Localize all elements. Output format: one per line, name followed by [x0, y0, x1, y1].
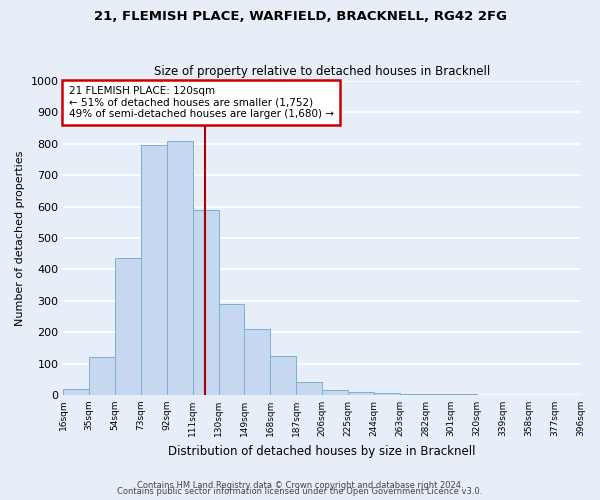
Text: 21 FLEMISH PLACE: 120sqm
← 51% of detached houses are smaller (1,752)
49% of sem: 21 FLEMISH PLACE: 120sqm ← 51% of detach… [68, 86, 334, 119]
Title: Size of property relative to detached houses in Bracknell: Size of property relative to detached ho… [154, 66, 490, 78]
Bar [425, 394, 451, 395]
Bar [322, 390, 348, 395]
Bar [167, 140, 193, 395]
Bar [64, 390, 89, 395]
Bar [89, 358, 115, 395]
Bar [374, 394, 400, 395]
Bar [115, 258, 141, 395]
Bar [348, 392, 374, 395]
Text: 21, FLEMISH PLACE, WARFIELD, BRACKNELL, RG42 2FG: 21, FLEMISH PLACE, WARFIELD, BRACKNELL, … [94, 10, 506, 23]
Bar [270, 356, 296, 395]
Bar [218, 304, 244, 395]
Text: Contains HM Land Registry data © Crown copyright and database right 2024.: Contains HM Land Registry data © Crown c… [137, 481, 463, 490]
Bar [451, 394, 477, 395]
Y-axis label: Number of detached properties: Number of detached properties [15, 150, 25, 326]
Text: Contains public sector information licensed under the Open Government Licence v3: Contains public sector information licen… [118, 488, 482, 496]
Bar [296, 382, 322, 395]
Bar [193, 210, 218, 395]
Bar [244, 329, 270, 395]
Bar [141, 146, 167, 395]
Bar [400, 394, 425, 395]
X-axis label: Distribution of detached houses by size in Bracknell: Distribution of detached houses by size … [168, 444, 476, 458]
